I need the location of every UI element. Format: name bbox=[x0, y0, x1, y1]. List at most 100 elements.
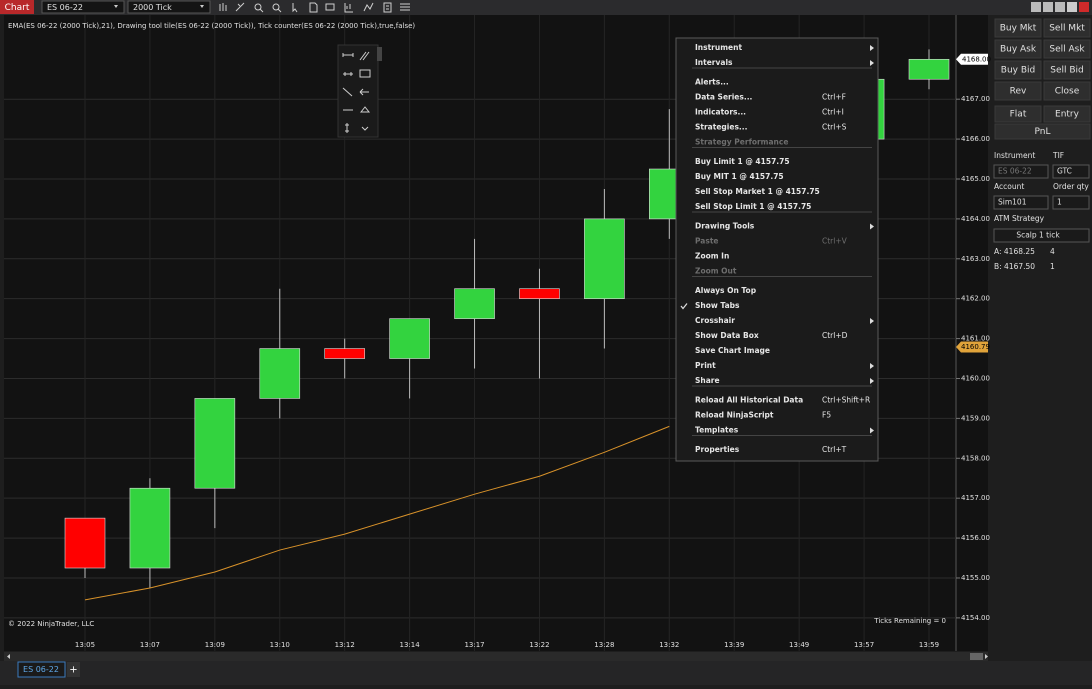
menu-item-label: Zoom In bbox=[695, 252, 729, 261]
scrollbar-thumb[interactable] bbox=[970, 653, 983, 660]
interval-dropdown[interactable] bbox=[127, 0, 211, 14]
last-price-label: 4168.00 bbox=[962, 55, 991, 63]
menu-shortcut: Ctrl+S bbox=[822, 123, 847, 132]
window-button[interactable] bbox=[1067, 2, 1077, 12]
dropdown-arrow bbox=[114, 5, 118, 8]
candle-body bbox=[194, 398, 236, 489]
order-button-label: Buy Bid bbox=[1001, 66, 1035, 76]
menu-item-label: Reload All Historical Data bbox=[695, 396, 803, 405]
submenu-arrow bbox=[870, 45, 874, 51]
y-tick-label: 4166.00 bbox=[961, 135, 990, 143]
add-tab[interactable] bbox=[67, 662, 80, 677]
submenu-arrow bbox=[870, 223, 874, 230]
y-tick-label: 4161.00 bbox=[961, 335, 990, 343]
atm-dropdown[interactable] bbox=[993, 228, 1090, 243]
menu-item-label: Buy MIT 1 @ 4157.75 bbox=[695, 172, 784, 181]
context-menu: Instrument Intervals Alerts... Data Series.… bbox=[675, 37, 879, 462]
panel-field[interactable] bbox=[993, 195, 1049, 210]
menu-item-label: Sell Stop Market 1 @ 4157.75 bbox=[695, 187, 820, 196]
menu-bg bbox=[675, 37, 879, 462]
ema-line bbox=[84, 425, 670, 601]
menu-item-label: Save Chart Image bbox=[695, 346, 770, 355]
menu-item-label: Crosshair bbox=[695, 316, 735, 325]
window-button[interactable] bbox=[1055, 2, 1065, 12]
menu-item-label: Show Tabs bbox=[695, 301, 740, 310]
order-button[interactable] bbox=[994, 18, 1042, 38]
submenu-arrow bbox=[870, 427, 874, 434]
menu-item-label: Properties bbox=[695, 445, 740, 454]
panel-field[interactable] bbox=[1052, 164, 1090, 179]
order-button[interactable] bbox=[994, 81, 1042, 101]
panel-label: 1 bbox=[1050, 262, 1055, 271]
panel-field[interactable] bbox=[1052, 195, 1090, 210]
panel-field-value: Sim101 bbox=[998, 198, 1027, 207]
y-tick-label: 4162.00 bbox=[961, 295, 990, 303]
menu-item-label: Always On Top bbox=[695, 286, 757, 295]
order-button-label: Buy Mkt bbox=[1000, 24, 1037, 34]
y-tick-label: 4158.00 bbox=[961, 454, 990, 462]
x-tick-label: 13:17 bbox=[464, 641, 484, 649]
instrument-dropdown[interactable] bbox=[41, 0, 125, 14]
x-tick-label: 13:39 bbox=[724, 641, 744, 649]
order-button[interactable] bbox=[1043, 39, 1091, 59]
menu-item-label: Intervals bbox=[695, 58, 733, 67]
check-mark bbox=[680, 303, 688, 310]
menu-shortcut: F5 bbox=[822, 411, 831, 420]
order-panel: Buy Mkt Sell Mkt Buy Ask Sell Ask Buy Bid Sel… bbox=[993, 18, 1091, 271]
panel-label: A: 4168.25 bbox=[994, 247, 1035, 256]
order-button[interactable] bbox=[1043, 81, 1091, 101]
add-tab-label: + bbox=[69, 665, 77, 676]
order-button[interactable] bbox=[994, 39, 1042, 59]
price-axis bbox=[956, 15, 988, 651]
panel-field-value: GTC bbox=[1057, 167, 1072, 176]
order-button[interactable] bbox=[994, 105, 1042, 123]
menu-item-label: Buy Limit 1 @ 4157.75 bbox=[695, 157, 790, 166]
candle-body bbox=[519, 288, 560, 299]
window-button[interactable] bbox=[1043, 2, 1053, 12]
order-button[interactable] bbox=[1043, 60, 1091, 80]
window-button[interactable] bbox=[1031, 2, 1041, 12]
scroll-right[interactable] bbox=[985, 654, 988, 659]
order-button[interactable] bbox=[1043, 18, 1091, 38]
panel-label: ATM Strategy bbox=[994, 214, 1045, 223]
candle-body bbox=[64, 517, 106, 569]
menu-shortcut: Ctrl+V bbox=[822, 237, 848, 246]
toolbar bbox=[0, 0, 1092, 15]
tab[interactable] bbox=[17, 661, 66, 678]
order-button-label: Sell Mkt bbox=[1049, 24, 1085, 34]
order-button-label: PnL bbox=[1035, 127, 1051, 137]
panel-field[interactable] bbox=[993, 164, 1049, 179]
y-tick-label: 4165.00 bbox=[961, 175, 990, 183]
panel-label: Instrument bbox=[994, 151, 1035, 160]
menu-shortcut: Ctrl+T bbox=[822, 445, 847, 454]
menu-item-label: Sell Stop Limit 1 @ 4157.75 bbox=[695, 202, 811, 211]
x-tick-label: 13:10 bbox=[270, 641, 290, 649]
order-button-label: Close bbox=[1055, 87, 1080, 97]
order-button-label: Sell Ask bbox=[1049, 45, 1085, 55]
scrollbar[interactable] bbox=[4, 652, 988, 661]
x-tick-label: 13:32 bbox=[659, 641, 679, 649]
window-title: Chart bbox=[5, 3, 30, 13]
y-tick-label: 4154.00 bbox=[961, 614, 990, 622]
ticks-remaining: Ticks Remaining = 0 bbox=[873, 617, 946, 625]
y-tick-label: 4159.00 bbox=[961, 414, 990, 422]
axes: 4154.00 4155.00 4156.00 4157.00 4158.00 4159.… bbox=[75, 53, 991, 649]
order-button[interactable] bbox=[994, 123, 1091, 140]
panel-label: B: 4167.50 bbox=[994, 262, 1035, 271]
menu-shortcut: Ctrl+F bbox=[822, 93, 846, 102]
scroll-left[interactable] bbox=[7, 654, 10, 659]
order-button[interactable] bbox=[1043, 105, 1091, 123]
toolbar-icons[interactable] bbox=[219, 2, 410, 13]
order-button[interactable] bbox=[994, 60, 1042, 80]
x-tick-label: 13:28 bbox=[594, 641, 614, 649]
panel-label: Order qty bbox=[1053, 182, 1089, 191]
dropdown-arrow bbox=[200, 5, 204, 8]
y-tick-label: 4155.00 bbox=[961, 574, 990, 582]
drawing-tool-tile[interactable] bbox=[337, 44, 382, 138]
menu-item-label: Reload NinjaScript bbox=[695, 411, 774, 420]
order-button-label: Rev bbox=[1010, 87, 1027, 97]
order-button-label: Entry bbox=[1055, 110, 1080, 120]
close-button[interactable] bbox=[1079, 2, 1089, 12]
y-tick-label: 4163.00 bbox=[961, 255, 990, 263]
